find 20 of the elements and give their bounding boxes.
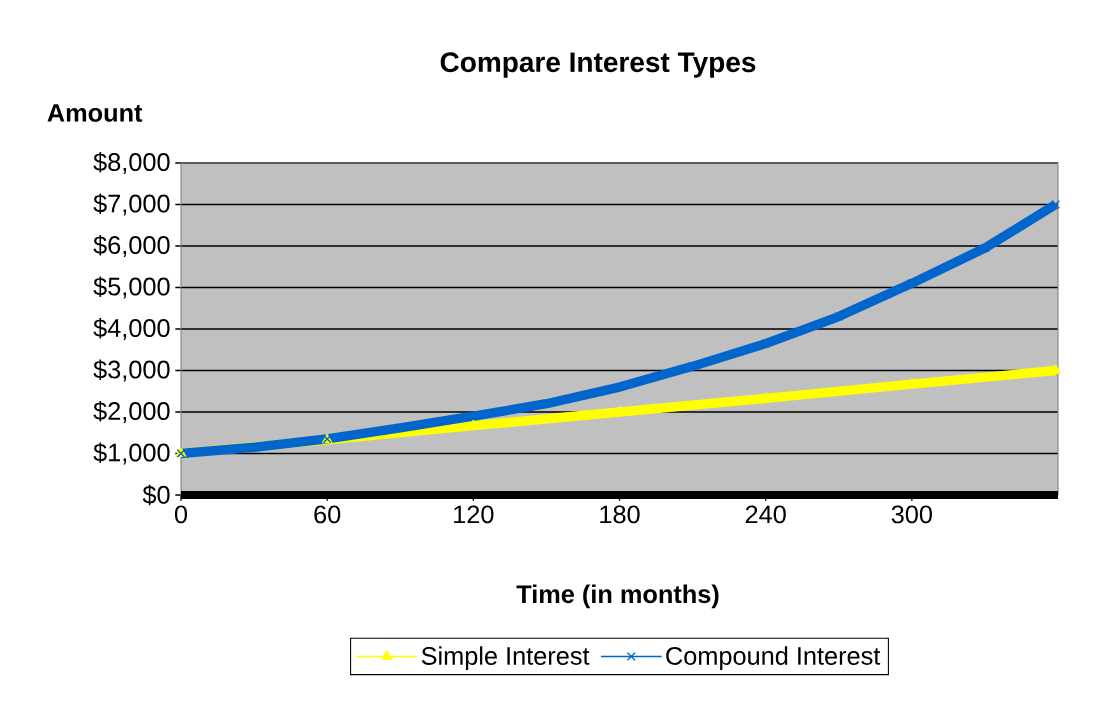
y-tick-label: $6,000 xyxy=(93,235,170,257)
y-tick-label: $5,000 xyxy=(93,276,170,299)
x-axis-title: Time (in months) xyxy=(516,584,719,609)
legend-label: Simple Interest xyxy=(421,646,590,670)
y-tick-label: $3,000 xyxy=(93,359,170,382)
y-axis-title: Amount xyxy=(47,104,143,122)
y-tick-label: $8,000 xyxy=(93,152,170,174)
y-tick-label: $1,000 xyxy=(93,442,170,465)
x-tick-label: 0 xyxy=(174,505,188,524)
y-tick-label: $0 xyxy=(142,484,170,506)
x-tick-label: 300 xyxy=(891,505,932,524)
x-tick-label: 60 xyxy=(314,505,341,524)
chart-title: Compare Interest Types xyxy=(440,52,756,78)
x-tick-label: 240 xyxy=(745,505,786,524)
y-tick-label: $7,000 xyxy=(93,193,170,216)
y-tick-label: $4,000 xyxy=(93,318,170,340)
x-tick-label: 120 xyxy=(454,505,494,524)
x-tick-label: 180 xyxy=(600,505,640,524)
legend-label: Compound Interest xyxy=(666,646,881,670)
y-tick-label: $2,000 xyxy=(93,401,170,423)
